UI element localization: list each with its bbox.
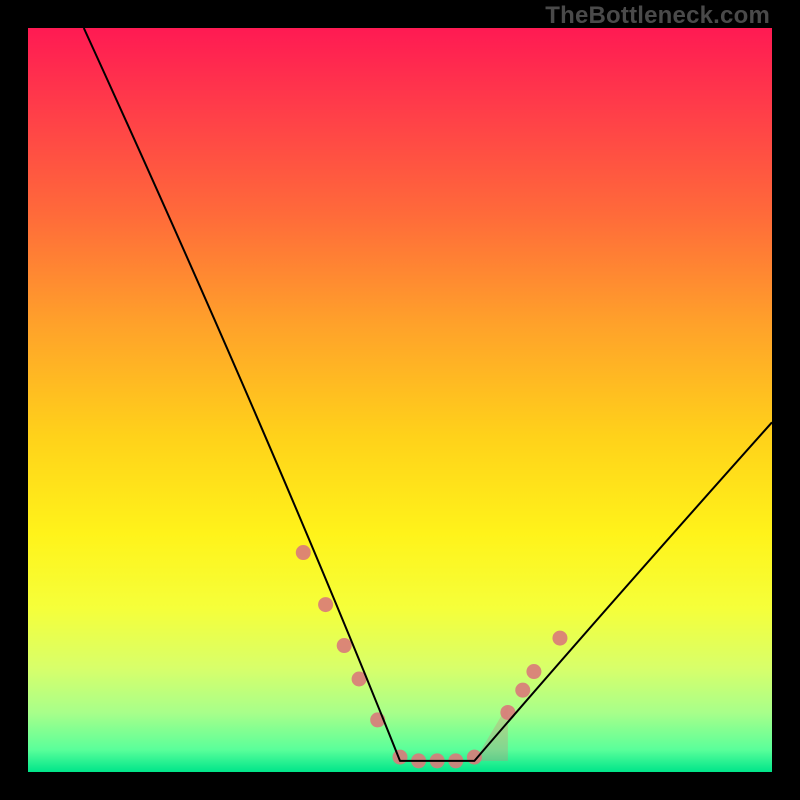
marker-group bbox=[296, 545, 568, 768]
chart-plot-area bbox=[28, 28, 772, 772]
marker-dot bbox=[337, 638, 352, 653]
marker-dot bbox=[393, 750, 408, 765]
marker-dot bbox=[515, 683, 530, 698]
watermark-text: TheBottleneck.com bbox=[545, 2, 770, 30]
marker-dot bbox=[467, 750, 482, 765]
marker-dot bbox=[296, 545, 311, 560]
marker-dot bbox=[318, 597, 333, 612]
marker-dot bbox=[526, 664, 541, 679]
chart-svg-layer bbox=[28, 28, 772, 772]
bottleneck-curve bbox=[84, 28, 772, 761]
marker-dot bbox=[552, 631, 567, 646]
marker-dot bbox=[500, 705, 515, 720]
